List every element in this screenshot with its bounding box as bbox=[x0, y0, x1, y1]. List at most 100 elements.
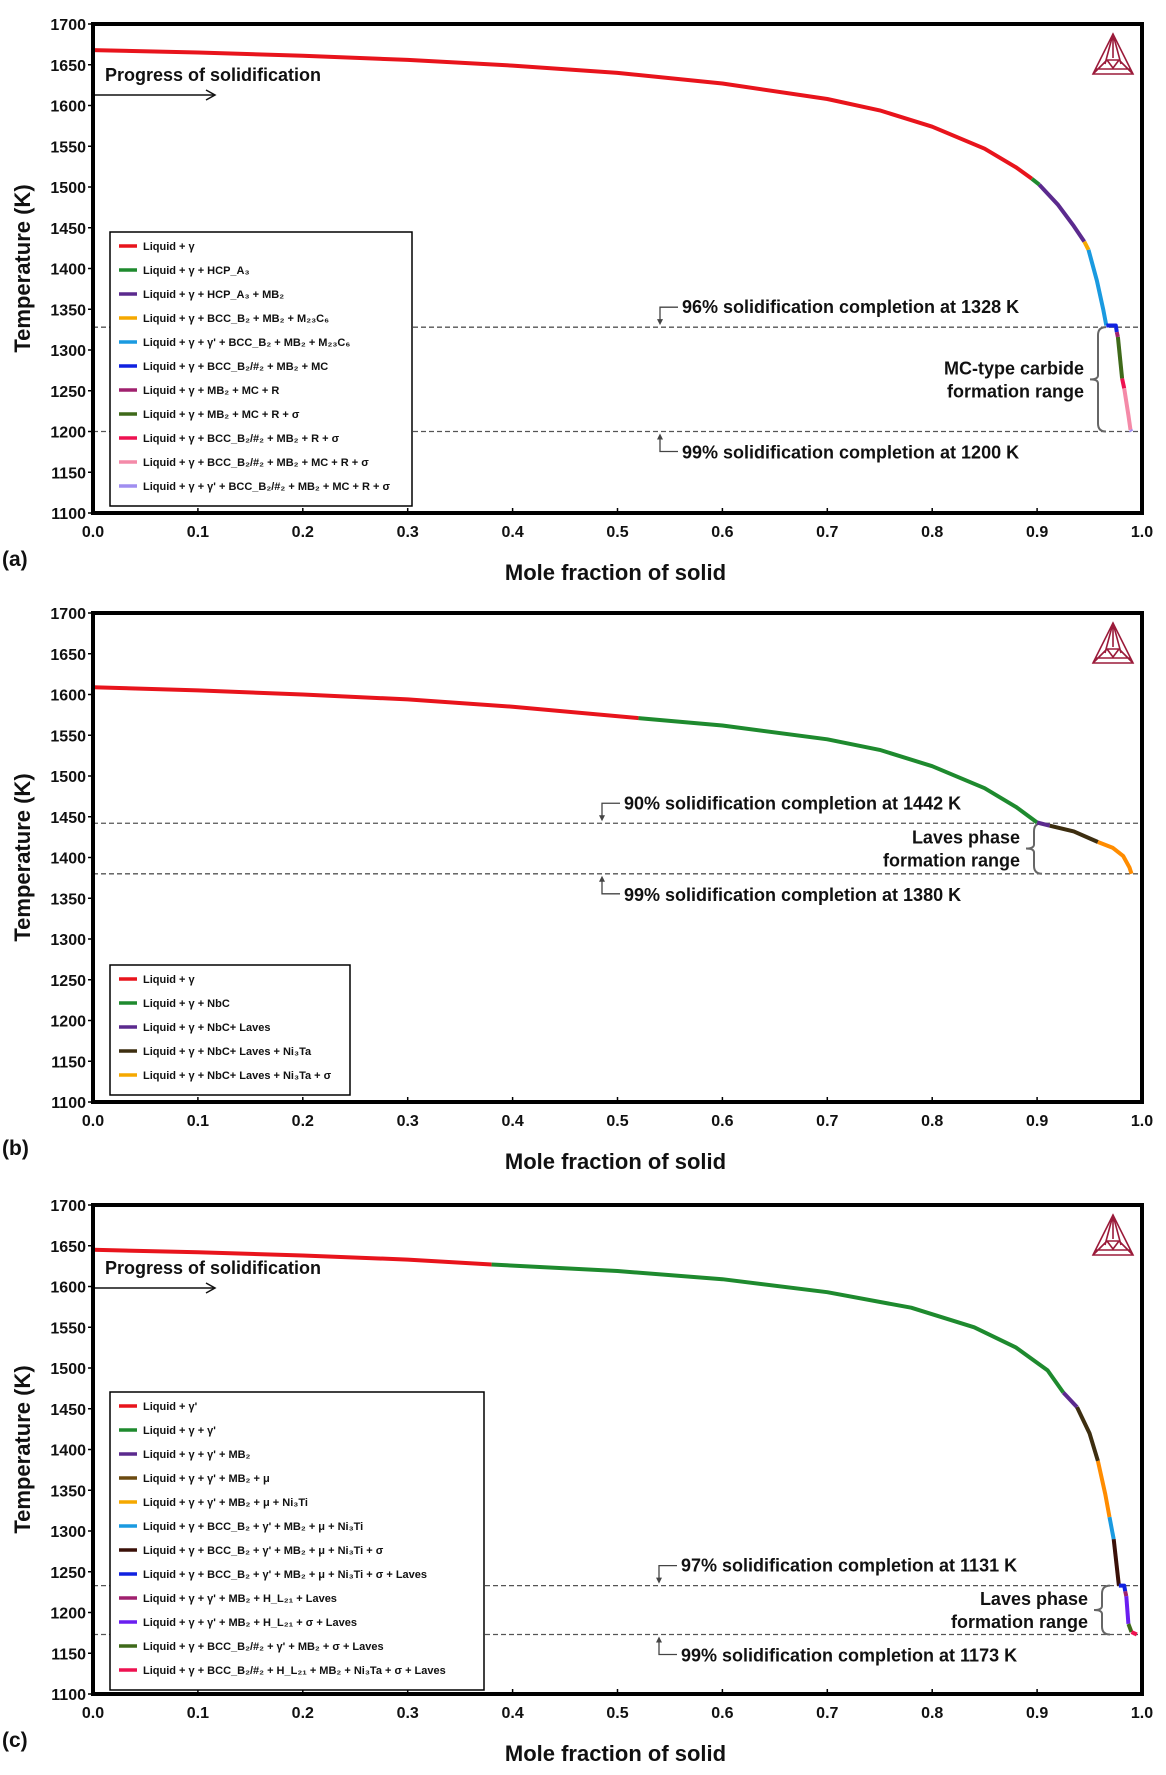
y-tick-label: 1150 bbox=[51, 465, 86, 482]
x-tick-label: 0.4 bbox=[501, 524, 523, 541]
legend-item-label: Liquid + γ + BCC_B₂ + γ' + MB₂ + μ + Ni₃… bbox=[143, 1569, 427, 1581]
legend-item-label: Liquid + γ bbox=[143, 974, 196, 986]
legend-item-label: Liquid + γ + γ' bbox=[143, 1425, 216, 1437]
completion-annotation: 97% solidification completion at 1131 K bbox=[681, 1556, 1017, 1576]
x-tick-label: 0.3 bbox=[397, 1705, 419, 1722]
legend-item-label: Liquid + γ + γ' + BCC_B₂/#₂ + MB₂ + MC +… bbox=[143, 481, 390, 493]
arrow-head-icon bbox=[657, 319, 663, 326]
legend-item-label: Liquid + γ + BCC_B₂ + γ' + MB₂ + μ + Ni₃… bbox=[143, 1545, 384, 1557]
x-tick-label: 0.0 bbox=[82, 1705, 104, 1722]
legend: Liquid + γ Liquid + γ + NbC Liquid + γ + N… bbox=[109, 964, 351, 1096]
completion-annotation: 90% solidification completion at 1442 K bbox=[624, 793, 961, 813]
thermo-calc-logo-icon bbox=[1091, 1213, 1135, 1256]
x-tick-label: 0.2 bbox=[292, 1113, 314, 1130]
x-tick-label: 0.7 bbox=[816, 524, 838, 541]
y-tick-label: 1650 bbox=[50, 1239, 86, 1256]
x-axis-label: Mole fraction of solid bbox=[505, 1149, 726, 1174]
x-axis-label: Mole fraction of solid bbox=[505, 1741, 726, 1766]
legend-item-label: Liquid + γ + γ' + MB₂ + μ bbox=[143, 1473, 270, 1485]
legend: Liquid + γ' Liquid + γ + γ' Liquid + γ + γ… bbox=[109, 1391, 485, 1691]
x-tick-label: 0.4 bbox=[501, 1705, 523, 1722]
series-line-8 bbox=[1118, 1583, 1128, 1592]
x-tick-label: 0.5 bbox=[606, 1113, 628, 1130]
series-line-12 bbox=[1130, 1630, 1138, 1637]
logo-outer-triangle bbox=[1091, 621, 1135, 664]
legend-item-label: Liquid + γ + γ' + MB₂ + H_L₂₁ + σ + Lave… bbox=[143, 1617, 357, 1629]
x-tick-label: 0.8 bbox=[921, 1705, 943, 1722]
series-line-5 bbox=[1097, 840, 1134, 875]
y-tick-label: 1450 bbox=[50, 1402, 86, 1419]
x-tick-label: 0.1 bbox=[187, 524, 209, 541]
legend-item-label: Liquid + γ + NbC bbox=[143, 998, 230, 1010]
completion-annotation: 96% solidification completion at 1328 K bbox=[682, 297, 1019, 317]
series-line-2 bbox=[638, 716, 1039, 825]
series-line-4 bbox=[1082, 240, 1091, 251]
progress-label: Progress of solidification bbox=[105, 65, 321, 85]
y-tick-label: 1600 bbox=[50, 688, 86, 705]
arrow-right-icon bbox=[205, 89, 217, 101]
legend-item-label: Liquid + γ + BCC_B₂ + MB₂ + M₂₃C₆ bbox=[143, 313, 329, 325]
y-tick-label: 1250 bbox=[50, 1565, 86, 1582]
series-line-7 bbox=[1111, 1538, 1121, 1586]
x-tick-label: 0.8 bbox=[921, 524, 943, 541]
x-tick-label: 0.1 bbox=[187, 1113, 209, 1130]
logo-outer-triangle bbox=[1091, 32, 1135, 75]
panel-label: (c) bbox=[2, 1729, 28, 1752]
x-tick-label: 0.6 bbox=[711, 1705, 733, 1722]
legend-item-label: Liquid + γ + BCC_B₂/#₂ + MB₂ + MC bbox=[143, 361, 328, 373]
range-label: Laves phase bbox=[912, 828, 1020, 848]
legend-item-label: Liquid + γ' bbox=[143, 1401, 198, 1413]
x-tick-label: 1.0 bbox=[1131, 524, 1153, 541]
legend-item-label: Liquid + γ + BCC_B₂/#₂ + MB₂ + MC + R + … bbox=[143, 457, 369, 469]
y-tick-label: 1100 bbox=[51, 1687, 86, 1704]
x-tick-label: 0.3 bbox=[397, 1113, 419, 1130]
series-line-6 bbox=[1107, 1516, 1116, 1540]
series-line-11 bbox=[1126, 1623, 1134, 1633]
legend-item-label: Liquid + γ + BCC_B₂/#₂ + γ' + MB₂ + σ + … bbox=[143, 1641, 384, 1653]
legend: Liquid + γ Liquid + γ + HCP_A₃ Liquid + γ … bbox=[109, 231, 413, 507]
legend-item-label: Liquid + γ + HCP_A₃ bbox=[143, 265, 250, 277]
y-tick-label: 1550 bbox=[50, 139, 86, 156]
completion-annotation: 99% solidification completion at 1173 K bbox=[681, 1646, 1017, 1666]
series-line-1 bbox=[92, 685, 639, 721]
legend-item-label: Liquid + γ + MB₂ + MC + R bbox=[143, 385, 279, 397]
y-tick-label: 1200 bbox=[50, 425, 86, 442]
legend-box bbox=[109, 231, 413, 507]
x-tick-label: 0.4 bbox=[501, 1113, 523, 1130]
y-tick-label: 1550 bbox=[50, 1320, 86, 1337]
y-tick-label: 1350 bbox=[50, 302, 86, 319]
annotation-arrow bbox=[658, 1638, 677, 1656]
panel-label: (b) bbox=[2, 1137, 29, 1160]
y-tick-label: 1150 bbox=[51, 1646, 86, 1663]
range-label: formation range bbox=[951, 1612, 1088, 1632]
legend-item-label: Liquid + γ + HCP_A₃ + MB₂ bbox=[143, 289, 284, 301]
series-line-10 bbox=[1124, 1596, 1131, 1625]
series-line-7 bbox=[1114, 331, 1120, 338]
x-tick-label: 0.9 bbox=[1026, 1113, 1048, 1130]
chart-panel-1: 1100 1150 1200 1250 1300 1350 1400 1450 1500 1550… bbox=[2, 17, 1153, 585]
series-line-8 bbox=[1115, 336, 1125, 379]
series-line-4 bbox=[1075, 1406, 1100, 1462]
y-tick-label: 1700 bbox=[50, 17, 86, 34]
x-tick-label: 0.8 bbox=[921, 1113, 943, 1130]
x-tick-label: 0.5 bbox=[606, 524, 628, 541]
series-line-2 bbox=[1030, 177, 1041, 187]
legend-item-label: Liquid + γ bbox=[143, 241, 196, 253]
y-tick-label: 1100 bbox=[51, 506, 86, 523]
series-line-3 bbox=[1061, 1391, 1079, 1409]
logo-inner-lines bbox=[1092, 33, 1134, 75]
y-tick-label: 1550 bbox=[50, 728, 86, 745]
series-line-1 bbox=[92, 1247, 492, 1267]
arrow-head-icon bbox=[657, 433, 663, 440]
y-tick-label: 1650 bbox=[50, 58, 86, 75]
arrow-right-icon bbox=[205, 1282, 217, 1294]
x-tick-label: 0.2 bbox=[292, 524, 314, 541]
x-tick-label: 0.6 bbox=[711, 1113, 733, 1130]
progress-label: Progress of solidification bbox=[105, 1258, 321, 1278]
logo-inner-lines bbox=[1092, 1214, 1134, 1256]
series-line-10 bbox=[1122, 387, 1133, 431]
legend-item-label: Liquid + γ + NbC+ Laves + Ni₃Ta + σ bbox=[143, 1070, 332, 1082]
series-line-3 bbox=[1036, 820, 1051, 828]
legend-item-label: Liquid + γ + γ' + MB₂ bbox=[143, 1449, 251, 1461]
